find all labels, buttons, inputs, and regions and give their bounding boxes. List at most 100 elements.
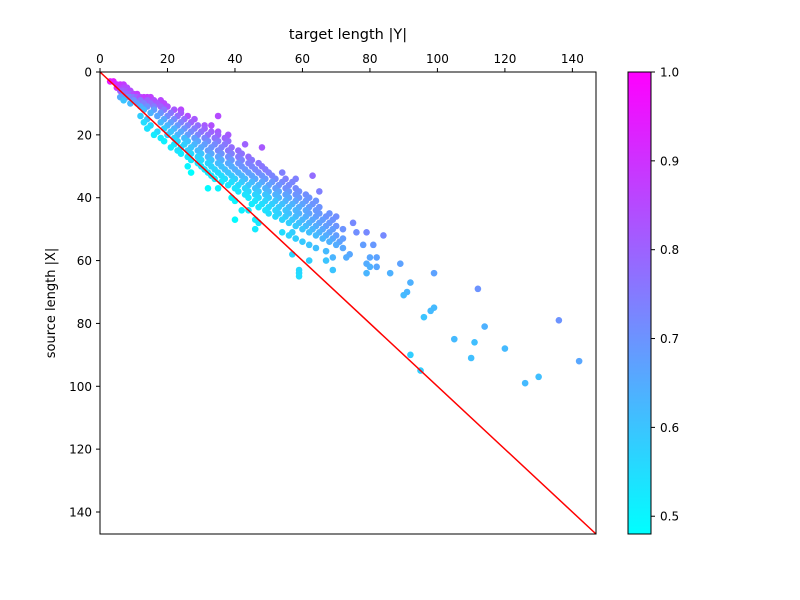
scatter-point (481, 323, 488, 330)
scatter-point (373, 254, 380, 261)
colorbar-tick-label: 0.8 (660, 243, 679, 257)
scatter-point (329, 254, 337, 261)
scatter-point (322, 257, 330, 264)
x-tick-label: 80 (362, 52, 377, 66)
scatter-point (140, 118, 148, 126)
scatter-point (305, 257, 313, 264)
y-tick-label: 80 (77, 317, 92, 331)
scatter-point (501, 345, 509, 352)
scatter-point (292, 235, 300, 242)
scatter-point (359, 241, 367, 249)
scatter-point (521, 379, 529, 387)
scatter-point (312, 232, 320, 239)
scatter-point (248, 200, 256, 208)
scatter-point (575, 357, 583, 365)
scatter-point (245, 194, 252, 202)
scatter-point (309, 172, 316, 180)
scatter-point (366, 254, 374, 261)
x-tick-label: 140 (561, 52, 584, 66)
scatter-point (305, 228, 313, 236)
scatter-point (150, 131, 158, 139)
colorbar-gradient (627, 71, 652, 535)
scatter-point (214, 184, 222, 192)
scatter-point (231, 216, 239, 224)
scatter-point (363, 269, 370, 277)
scatter-point (285, 219, 293, 227)
y-axis-left: 0 20 40 60 80 100 120 140 (69, 66, 100, 520)
x-tick-label: 40 (227, 52, 242, 66)
scatter-point (396, 260, 404, 268)
scatter-point (535, 373, 542, 381)
scatter-point (467, 354, 475, 362)
scatter-point (420, 313, 428, 321)
scatter-point (326, 238, 333, 246)
scatter-point (343, 254, 350, 261)
scatter-point (278, 216, 286, 224)
scatter-point (329, 266, 337, 274)
scatter-point (204, 184, 212, 192)
y-tick-label: 20 (77, 128, 92, 142)
scatter-point (370, 241, 377, 249)
scatter-point (120, 96, 127, 104)
scatter-point (322, 247, 330, 255)
scatter-point (555, 316, 563, 324)
colorbar-tick-label: 1.0 (660, 66, 679, 80)
y-axis-label: source length |X| (44, 248, 59, 359)
scatter-point (319, 235, 326, 242)
scatter-point (147, 109, 154, 117)
scatter-point (295, 272, 303, 280)
scatter-point (157, 118, 165, 126)
scatter-point (255, 203, 262, 211)
scatter-point (167, 144, 175, 151)
scatter-point (430, 269, 438, 277)
scatter-point (366, 263, 374, 271)
scatter-point (258, 144, 266, 151)
scatter-point (177, 150, 185, 158)
scatter-point (427, 307, 434, 315)
scatter-point (238, 206, 246, 214)
colorbar-ticks: 0.5 0.6 0.7 0.8 0.9 1.0 (651, 66, 679, 524)
x-tick-label: 60 (295, 52, 310, 66)
scatter-point (312, 244, 320, 252)
scatter-point (224, 181, 232, 189)
scatter-point (272, 213, 279, 220)
colorbar-tick-label: 0.7 (660, 332, 679, 346)
scatter-point (407, 279, 414, 286)
scatter-point (251, 225, 259, 233)
plot-border (99, 71, 597, 535)
scatter-points (106, 78, 583, 387)
x-tick-label: 20 (160, 52, 175, 66)
scatter-point (265, 210, 273, 217)
scatter-point (299, 238, 306, 246)
diagonal-reference-line (99, 71, 597, 535)
y-tick-label: 40 (77, 191, 92, 205)
scatter-point (450, 335, 458, 343)
scatter-point (339, 225, 347, 233)
scatter-point (235, 188, 242, 195)
x-tick-label: 0 (96, 52, 104, 66)
scatter-point (316, 188, 323, 195)
y-tick-label: 140 (69, 506, 92, 520)
colorbar-tick-label: 0.6 (660, 421, 679, 435)
x-axis-top: 0 20 40 60 80 100 120 140 (96, 52, 584, 72)
x-tick-label: 120 (493, 52, 516, 66)
scatter-point (407, 351, 414, 359)
y-tick-label: 60 (77, 254, 92, 268)
scatter-point (400, 291, 407, 299)
colorbar-tick-label: 0.5 (660, 510, 679, 524)
scatter-point (208, 122, 215, 129)
y-tick-label: 120 (69, 443, 92, 457)
scatter-point (278, 169, 286, 176)
y-tick-label: 0 (84, 66, 92, 80)
colorbar-tick-label: 0.9 (660, 154, 679, 168)
scatter-point (241, 140, 249, 148)
scatter-point (184, 162, 192, 170)
scatter-point (285, 232, 293, 239)
scatter-point (137, 112, 144, 120)
x-axis-label: target length |Y| (289, 27, 407, 43)
scatter-point (386, 269, 394, 277)
scatter-point (278, 228, 286, 236)
colorbar: 0.5 0.6 0.7 0.8 0.9 1.0 (627, 66, 679, 535)
scatter-point (214, 112, 222, 120)
